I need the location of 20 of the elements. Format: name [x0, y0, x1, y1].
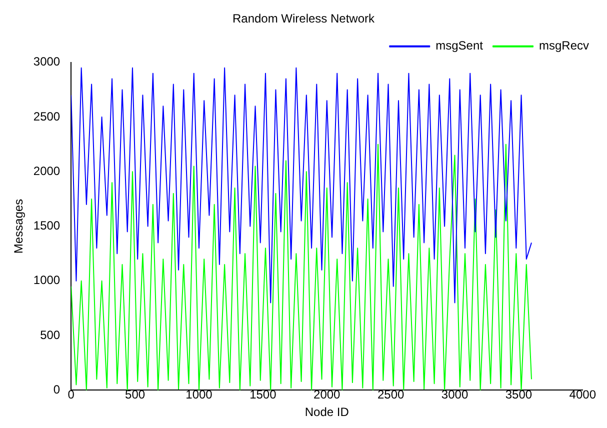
x-tick-label: 4000	[569, 388, 596, 402]
y-tick-label: 3000	[33, 54, 60, 69]
y-tick-label: 500	[40, 328, 60, 342]
x-tick-label: 1000	[186, 388, 213, 402]
y-tick-label: 1000	[33, 273, 60, 288]
y-tick-label: 1500	[33, 218, 60, 233]
x-tick-label: 2500	[377, 388, 404, 402]
x-tick-label: 0	[68, 388, 75, 402]
y-tick-label: 2500	[33, 109, 60, 124]
x-axis-title: Node ID	[304, 405, 350, 420]
legend-label: msgRecv	[538, 38, 590, 53]
x-tick-label: 1500	[250, 388, 277, 402]
y-tick-label: 2000	[33, 164, 60, 178]
x-tick-label: 500	[125, 388, 146, 402]
x-tick-label: 2000	[314, 388, 341, 402]
legend-label: msgSent	[436, 38, 484, 53]
chart-title: Random Wireless Network	[232, 12, 376, 26]
x-tick-label: 3000	[441, 388, 468, 402]
y-axis-title: Messages	[12, 198, 26, 254]
x-tick-label: 3500	[505, 388, 532, 402]
